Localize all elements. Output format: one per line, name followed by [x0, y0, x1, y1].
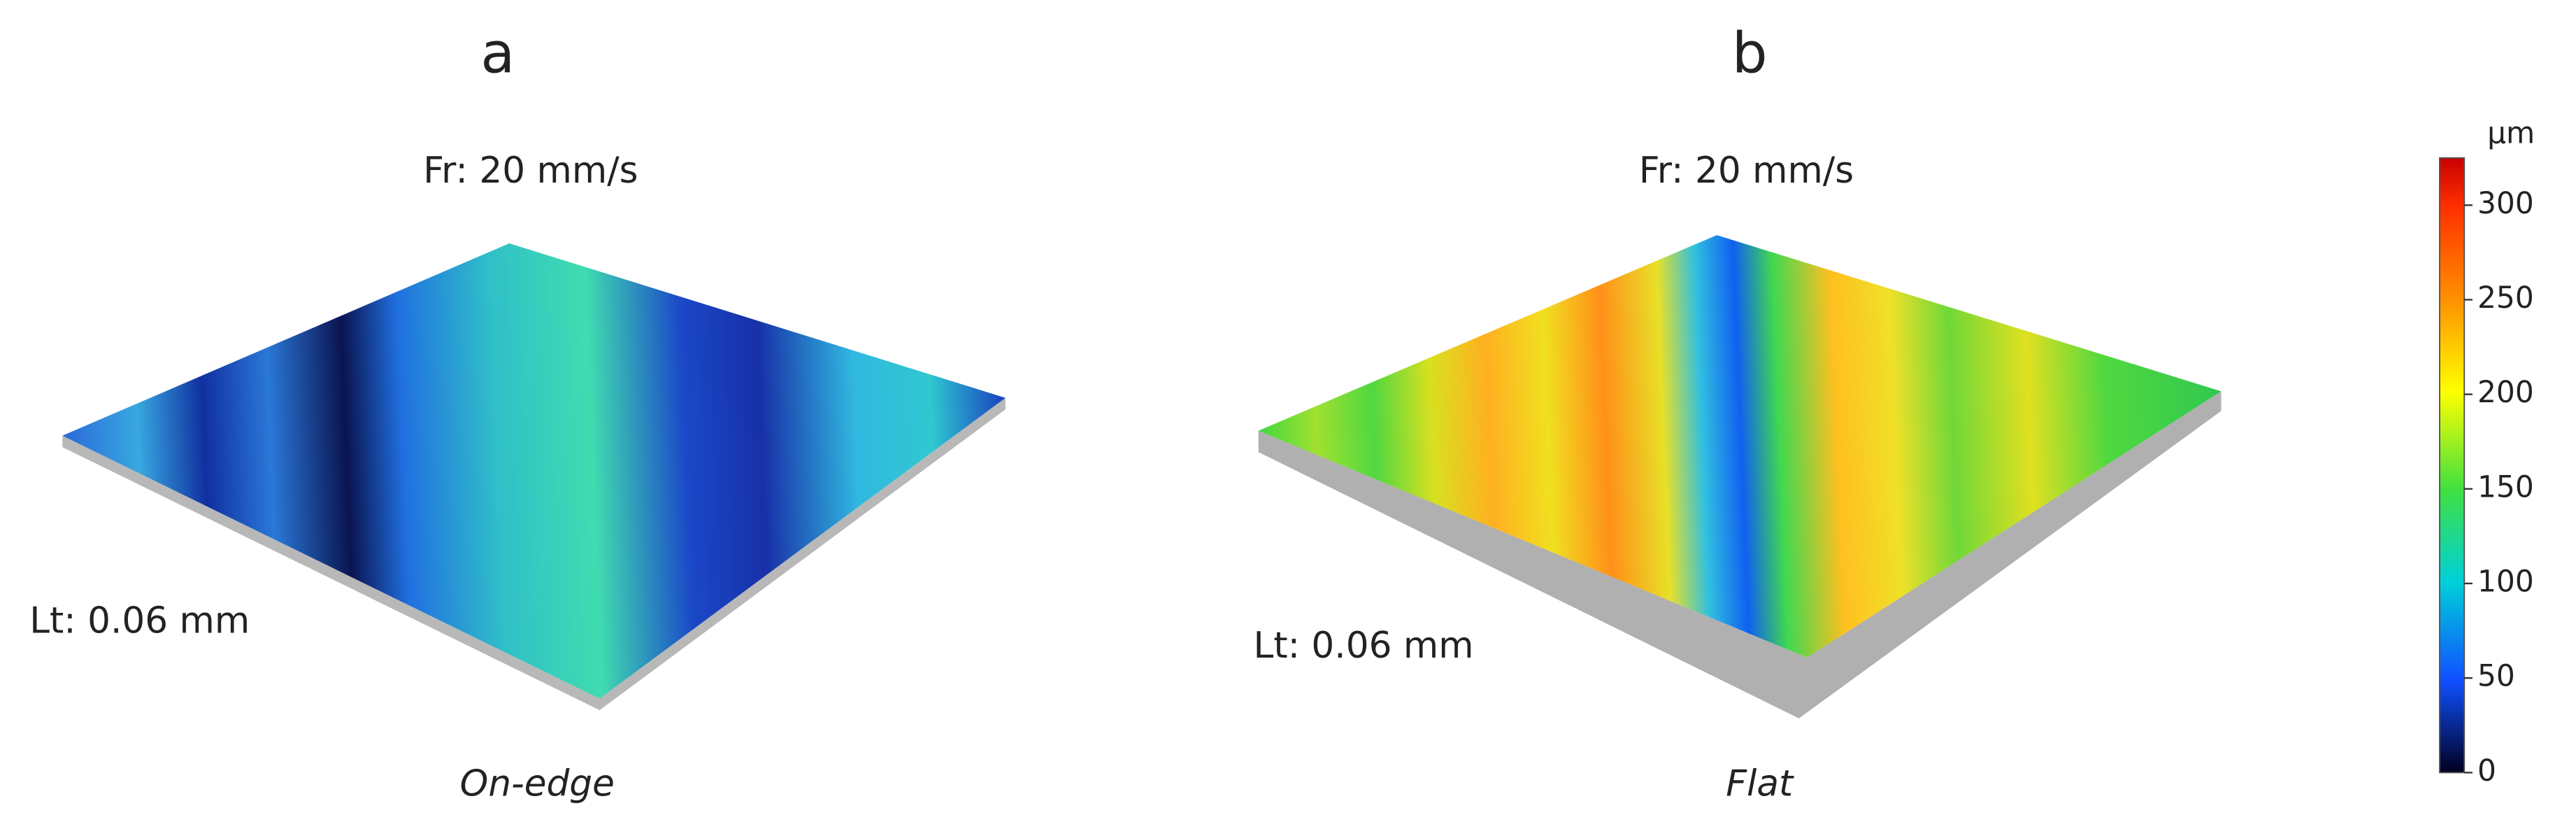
surface-side [1258, 391, 2221, 718]
panel-label: a [480, 21, 515, 86]
layer-thickness: Lt: 0.06 mm [29, 600, 250, 642]
colorbar: 0 50 100 150 200 250 300 [2439, 157, 2534, 788]
feed-rate: Fr: 20 mm/s [1639, 150, 1854, 192]
colorbar-scale [2439, 157, 2466, 774]
tick-label: 200 [2477, 375, 2534, 409]
caption: Flat [1726, 763, 1794, 805]
colorbar-unit: µm [2487, 115, 2535, 150]
tick-label: 100 [2477, 565, 2534, 599]
tick-label: 0 [2477, 753, 2496, 788]
tick-label: 150 [2477, 469, 2534, 504]
caption: On-edge [460, 763, 615, 805]
tick-label: 300 [2477, 186, 2534, 220]
tick-label: 250 [2477, 281, 2534, 315]
surface-a [62, 243, 1006, 699]
feed-rate: Fr: 20 mm/s [423, 150, 638, 192]
surface-b [1258, 235, 2221, 658]
layer-thickness: Lt: 0.06 mm [1254, 625, 1474, 667]
tick-label: 50 [2477, 659, 2515, 693]
panel-label: b [1732, 21, 1768, 86]
